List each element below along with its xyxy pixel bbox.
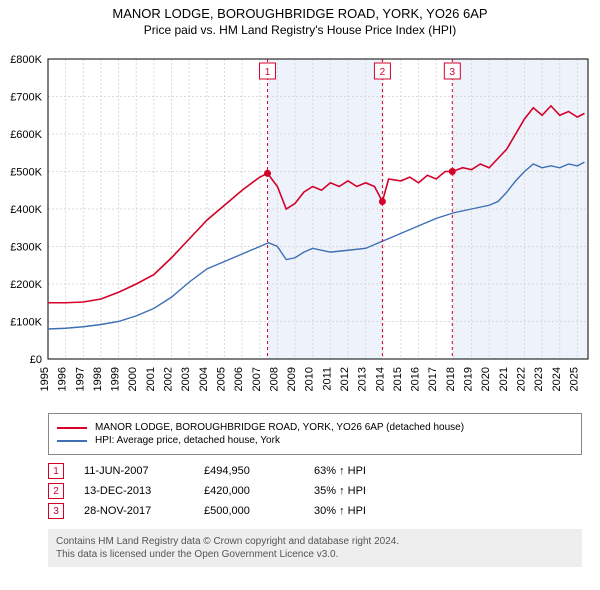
- svg-text:2009: 2009: [286, 367, 298, 391]
- svg-text:£700K: £700K: [10, 92, 42, 104]
- plot-area: £0 £100K £200K £300K £400K £500K £600K £700K £80…: [0, 37, 600, 407]
- svg-text:2014: 2014: [374, 367, 386, 391]
- svg-text:2010: 2010: [304, 367, 316, 391]
- sales-row: 1 11-JUN-2007 £494,950 63% ↑ HPI: [48, 463, 582, 479]
- svg-text:£400K: £400K: [10, 204, 42, 216]
- svg-text:2018: 2018: [445, 367, 457, 391]
- sale-marker-box: 1: [48, 463, 64, 479]
- svg-text:2000: 2000: [127, 367, 139, 391]
- svg-text:2008: 2008: [268, 367, 280, 391]
- chart-title-sub: Price paid vs. HM Land Registry's House …: [0, 23, 600, 37]
- sale-price: £420,000: [204, 485, 314, 497]
- sale-pct: 63% ↑ HPI: [314, 465, 434, 477]
- svg-text:3: 3: [450, 67, 456, 78]
- sale-price: £500,000: [204, 505, 314, 517]
- sale-date: 13-DEC-2013: [84, 485, 204, 497]
- svg-text:2013: 2013: [357, 367, 369, 391]
- chart-svg: £0 £100K £200K £300K £400K £500K £600K £700K £80…: [0, 37, 600, 407]
- svg-text:£0: £0: [30, 354, 42, 366]
- sale-marker-num: 2: [53, 486, 59, 497]
- svg-text:2012: 2012: [339, 367, 351, 391]
- chart-title-address: MANOR LODGE, BOROUGHBRIDGE ROAD, YORK, Y…: [0, 6, 600, 21]
- legend-label: HPI: Average price, detached house, York: [95, 435, 280, 446]
- sale-date: 28-NOV-2017: [84, 505, 204, 517]
- svg-text:2022: 2022: [515, 367, 527, 391]
- svg-text:2016: 2016: [410, 367, 422, 391]
- svg-text:1998: 1998: [92, 367, 104, 391]
- svg-text:2011: 2011: [321, 367, 333, 391]
- chart-titles: MANOR LODGE, BOROUGHBRIDGE ROAD, YORK, Y…: [0, 0, 600, 37]
- sale-pct: 30% ↑ HPI: [314, 505, 434, 517]
- svg-text:2006: 2006: [233, 367, 245, 391]
- sale-marker-box: 2: [48, 483, 64, 499]
- svg-text:2023: 2023: [533, 367, 545, 391]
- svg-text:2015: 2015: [392, 367, 404, 391]
- svg-text:£800K: £800K: [10, 54, 42, 66]
- sales-table: 1 11-JUN-2007 £494,950 63% ↑ HPI 2 13-DE…: [48, 463, 582, 519]
- svg-text:1996: 1996: [57, 367, 69, 391]
- svg-text:1: 1: [265, 67, 271, 78]
- svg-text:2004: 2004: [198, 367, 210, 391]
- svg-text:£600K: £600K: [10, 129, 42, 141]
- svg-text:1999: 1999: [110, 367, 122, 391]
- svg-text:1995: 1995: [39, 367, 51, 391]
- footer-line: Contains HM Land Registry data © Crown c…: [56, 535, 574, 548]
- legend-item: MANOR LODGE, BOROUGHBRIDGE ROAD, YORK, Y…: [57, 422, 573, 433]
- svg-text:2: 2: [380, 67, 386, 78]
- svg-text:2007: 2007: [251, 367, 263, 391]
- sale-marker-num: 1: [53, 466, 59, 477]
- svg-text:2002: 2002: [163, 367, 175, 391]
- svg-text:2024: 2024: [551, 367, 563, 391]
- footer-attribution: Contains HM Land Registry data © Crown c…: [48, 529, 582, 567]
- svg-text:£100K: £100K: [10, 317, 42, 329]
- sale-marker-num: 3: [53, 506, 59, 517]
- sale-marker-box: 3: [48, 503, 64, 519]
- sale-price: £494,950: [204, 465, 314, 477]
- svg-text:2020: 2020: [480, 367, 492, 391]
- svg-text:2021: 2021: [498, 367, 510, 391]
- svg-text:2017: 2017: [427, 367, 439, 391]
- sales-row: 2 13-DEC-2013 £420,000 35% ↑ HPI: [48, 483, 582, 499]
- legend: MANOR LODGE, BOROUGHBRIDGE ROAD, YORK, Y…: [48, 413, 582, 455]
- svg-text:£500K: £500K: [10, 167, 42, 179]
- legend-swatch: [57, 440, 87, 442]
- svg-text:£200K: £200K: [10, 279, 42, 291]
- svg-text:2005: 2005: [215, 367, 227, 391]
- sale-pct: 35% ↑ HPI: [314, 485, 434, 497]
- sale-date: 11-JUN-2007: [84, 465, 204, 477]
- sales-row: 3 28-NOV-2017 £500,000 30% ↑ HPI: [48, 503, 582, 519]
- legend-swatch: [57, 427, 87, 429]
- legend-item: HPI: Average price, detached house, York: [57, 435, 573, 446]
- svg-text:2019: 2019: [463, 367, 475, 391]
- footer-line: This data is licensed under the Open Gov…: [56, 548, 574, 561]
- chart-container: MANOR LODGE, BOROUGHBRIDGE ROAD, YORK, Y…: [0, 0, 600, 567]
- legend-label: MANOR LODGE, BOROUGHBRIDGE ROAD, YORK, Y…: [95, 422, 464, 433]
- svg-text:£300K: £300K: [10, 242, 42, 254]
- svg-text:2001: 2001: [145, 367, 157, 391]
- svg-text:2003: 2003: [180, 367, 192, 391]
- svg-text:1997: 1997: [74, 367, 86, 391]
- svg-text:2025: 2025: [568, 367, 580, 391]
